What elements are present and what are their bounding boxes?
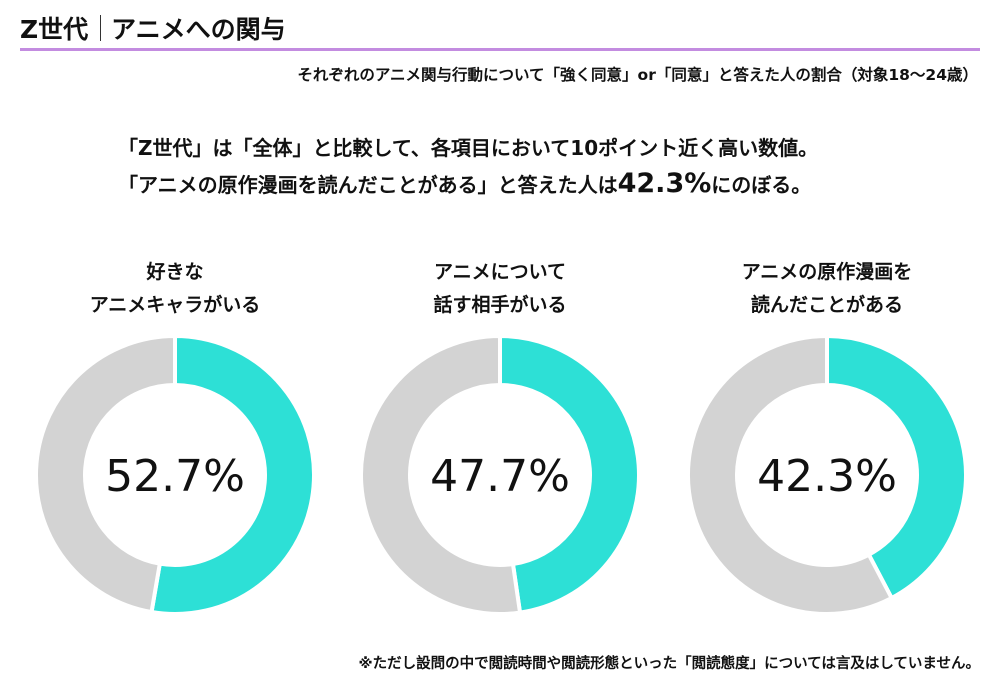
title-right: アニメへの関与: [111, 15, 286, 44]
headline-line2: 「アニメの原作漫画を読んだことがある」と答えた人は42.3%にのぼる。: [118, 166, 818, 203]
chart-2-title-line1: アニメについて: [433, 261, 567, 283]
title-underline: [20, 48, 980, 51]
chart-1-center-label: 52.7%: [105, 451, 245, 502]
chart-3-title: アニメの原作漫画を 読んだことがある: [697, 256, 957, 322]
title-separator: [100, 15, 102, 41]
chart-1-title-line2: アニメキャラがいる: [89, 294, 261, 316]
headline-line2-pre: 「アニメの原作漫画を読んだことがある」と答えた人は: [118, 173, 618, 197]
chart-2-value-segment: [498, 333, 641, 615]
chart-2-title-line2: 話す相手がいる: [433, 294, 567, 316]
headline-line1: 「Z世代」は「全体」と比較して、各項目において10ポイント近く高い数値。: [118, 136, 819, 160]
chart-3-center-label: 42.3%: [757, 451, 897, 502]
chart-2-title: アニメについて 話す相手がいる: [370, 256, 630, 322]
footnote: ※ただし設問の中で閲読時間や閲読形態といった「閲読態度」については言及はしていま…: [358, 656, 981, 672]
chart-2-center-label: 47.7%: [430, 451, 570, 502]
headline: 「Z世代」は「全体」と比較して、各項目において10ポイント近く高い数値。 「アニ…: [118, 130, 818, 203]
chart-3-title-line1: アニメの原作漫画を: [741, 261, 913, 283]
chart-1-remainder-segment: [34, 333, 177, 615]
chart-2-remainder-segment: [359, 333, 523, 616]
chart-3-value-segment: [825, 333, 968, 601]
chart-1-title: 好きな アニメキャラがいる: [45, 256, 305, 322]
chart-3-title-line2: 読んだことがある: [750, 294, 903, 316]
headline-value: 42.3%: [617, 168, 712, 199]
chart-3-remainder-segment: [686, 333, 895, 616]
chart-1-title-line1: 好きな: [146, 261, 204, 283]
title-left: Z世代: [20, 15, 89, 44]
headline-line2-post: にのぼる。: [711, 173, 812, 197]
page-title: Z世代 アニメへの関与: [20, 10, 286, 46]
chart-1-value-segment: [149, 333, 316, 616]
subtitle: それぞれのアニメ関与行動について「強く同意」or「同意」と答えた人の割合（対象1…: [297, 66, 978, 84]
